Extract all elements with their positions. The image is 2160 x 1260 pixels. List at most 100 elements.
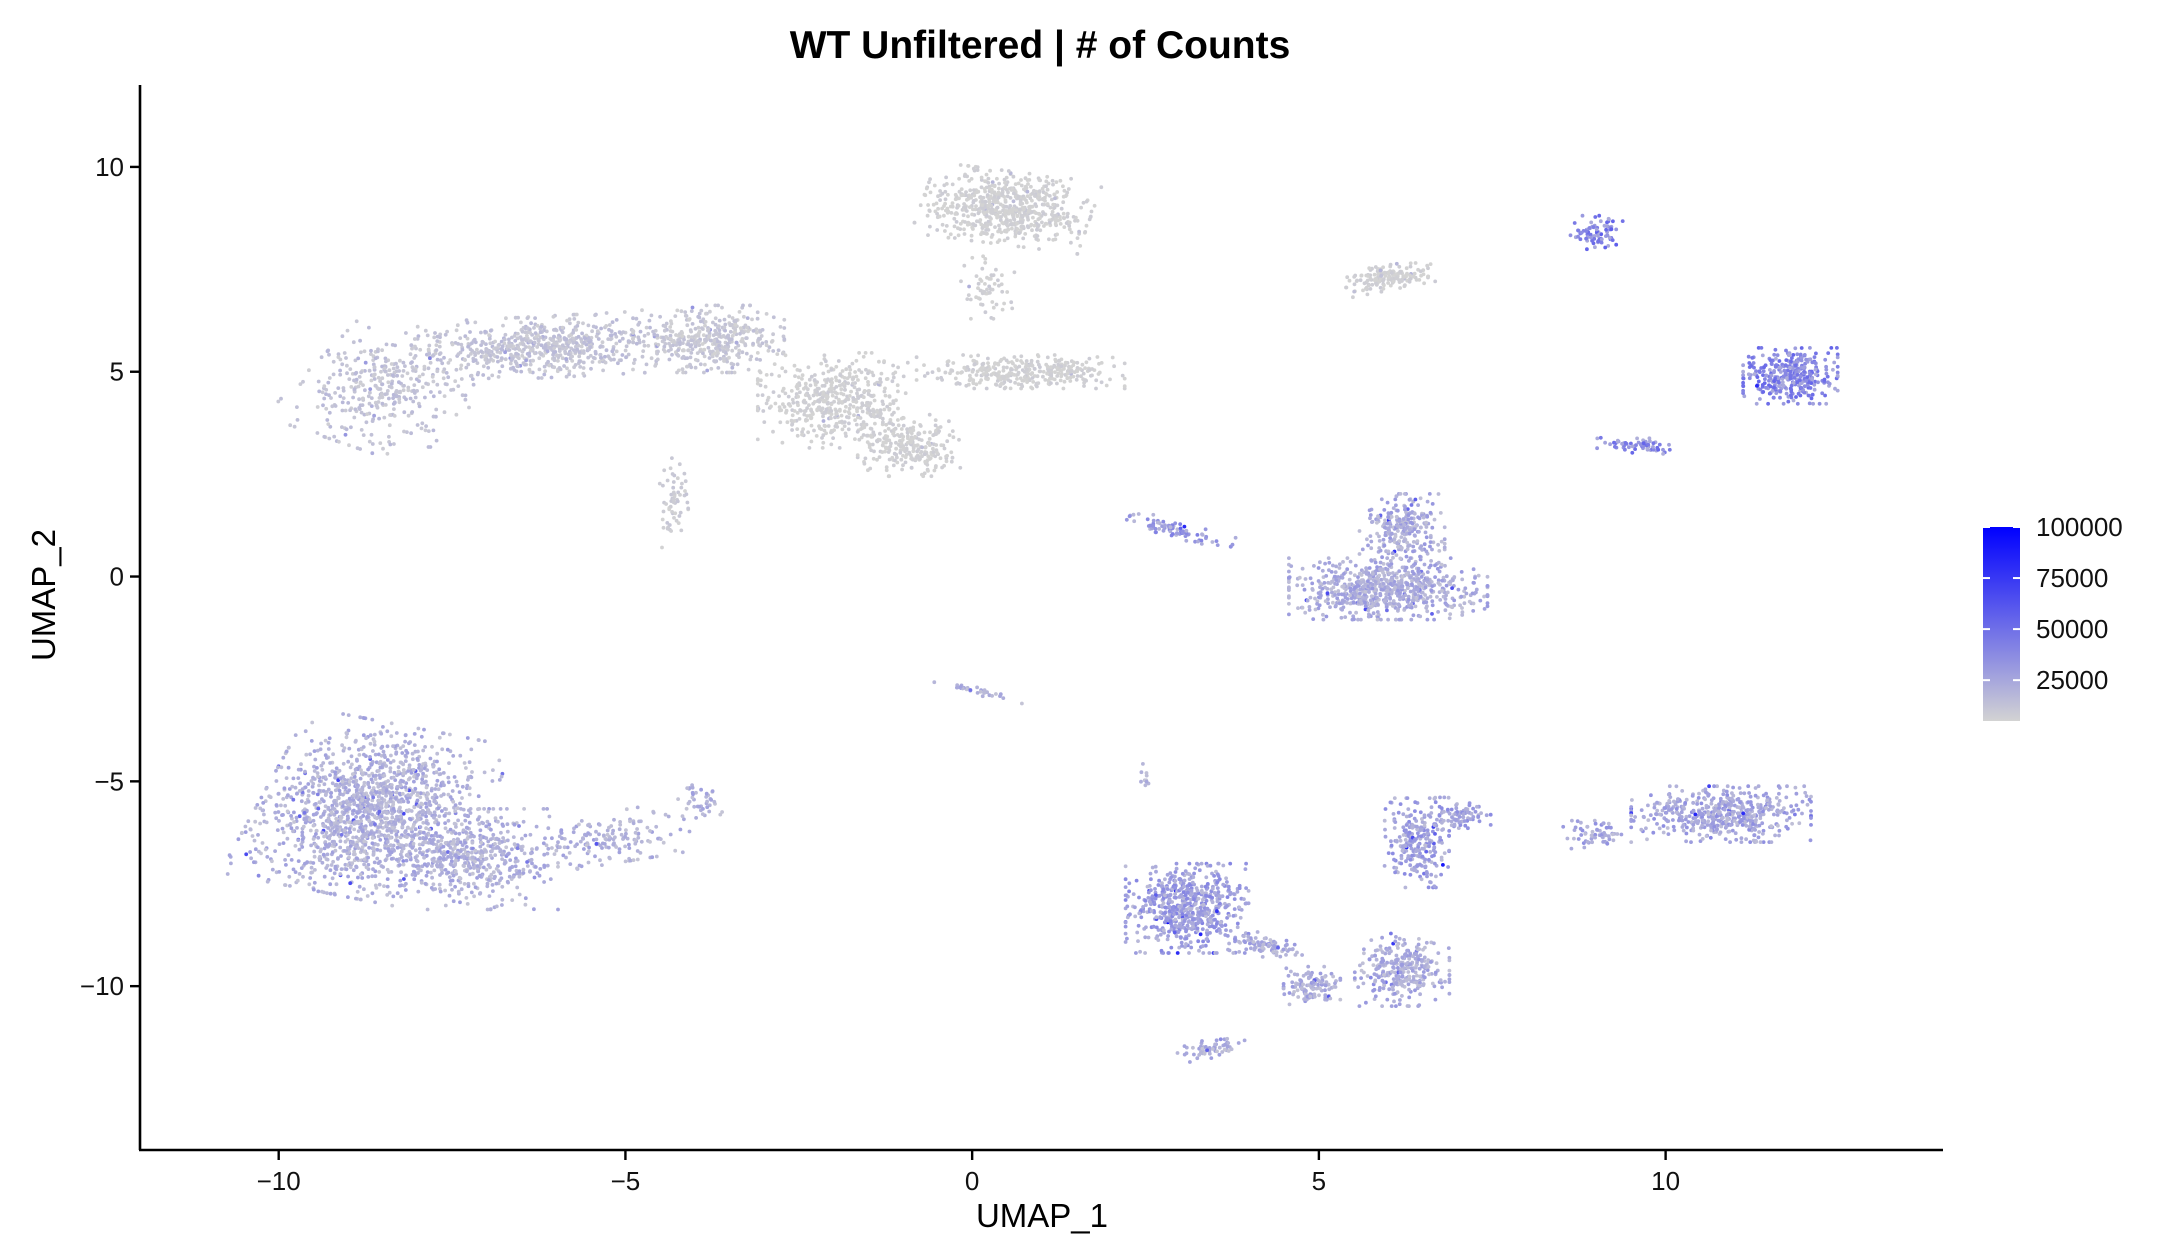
cell-point bbox=[536, 337, 540, 342]
cell-point bbox=[855, 391, 859, 396]
cell-point bbox=[871, 456, 876, 461]
cell-point bbox=[661, 840, 666, 845]
cell-point bbox=[321, 403, 325, 408]
cell-point bbox=[430, 795, 435, 800]
cell-point bbox=[274, 803, 279, 807]
cell-point bbox=[332, 434, 337, 439]
cell-point bbox=[366, 855, 370, 860]
cell-point bbox=[565, 318, 569, 323]
cell-point bbox=[362, 716, 367, 720]
cell-point bbox=[371, 867, 375, 872]
cell-point bbox=[683, 310, 688, 314]
cell-point bbox=[688, 355, 693, 360]
cell-point bbox=[344, 427, 349, 432]
cell-point bbox=[539, 343, 544, 348]
cell-point bbox=[806, 430, 810, 435]
cell-point bbox=[491, 889, 495, 893]
cell-point bbox=[610, 320, 615, 324]
cell-point bbox=[347, 377, 352, 381]
cell-point bbox=[778, 420, 783, 425]
cell-point bbox=[618, 822, 623, 827]
cell-point bbox=[1025, 380, 1029, 384]
cell-point bbox=[400, 374, 405, 378]
cell-point bbox=[440, 361, 445, 366]
cell-point bbox=[839, 419, 844, 424]
cell-point bbox=[431, 882, 436, 887]
cell-point bbox=[1084, 223, 1089, 228]
cell-point bbox=[336, 796, 341, 801]
cell-point bbox=[1043, 378, 1048, 382]
cell-point bbox=[609, 333, 614, 338]
cell-point bbox=[352, 827, 357, 832]
cell-point bbox=[390, 903, 395, 908]
cell-point bbox=[1055, 232, 1059, 237]
cell-point bbox=[601, 833, 606, 838]
cell-point bbox=[404, 331, 408, 335]
cell-point bbox=[513, 338, 518, 343]
cell-point bbox=[490, 883, 495, 887]
cell-point bbox=[419, 880, 424, 885]
cell-point bbox=[256, 873, 261, 878]
cell-point bbox=[884, 465, 889, 470]
cell-point bbox=[317, 779, 322, 783]
cell-point bbox=[451, 754, 456, 758]
cell-point bbox=[255, 803, 260, 807]
cell-point bbox=[295, 878, 300, 883]
cell-point bbox=[617, 339, 622, 343]
cell-point bbox=[334, 810, 339, 815]
cell-point bbox=[338, 801, 343, 806]
cell-point bbox=[926, 203, 930, 207]
cell-point bbox=[1006, 378, 1011, 382]
cell-point bbox=[256, 833, 260, 837]
cell-point bbox=[895, 383, 900, 388]
cell-point bbox=[607, 323, 612, 327]
cell-point bbox=[581, 836, 585, 841]
cell-point bbox=[404, 881, 408, 886]
cell-point bbox=[1022, 375, 1027, 380]
cell-point bbox=[464, 845, 469, 849]
cell-point bbox=[510, 898, 515, 902]
cell-point bbox=[754, 330, 759, 335]
cell-point bbox=[346, 874, 350, 879]
cell-point bbox=[705, 368, 710, 373]
cell-point bbox=[342, 820, 347, 824]
cell-point bbox=[1055, 381, 1059, 386]
cell-point bbox=[315, 766, 319, 770]
cell-point bbox=[442, 814, 447, 818]
cell-point bbox=[388, 413, 392, 417]
cell-point bbox=[887, 394, 892, 399]
cell-point bbox=[257, 849, 261, 854]
cell-point bbox=[435, 778, 440, 783]
cell-point bbox=[447, 893, 452, 898]
cell-point bbox=[771, 429, 775, 434]
cell-point bbox=[997, 186, 1001, 191]
cell-point bbox=[587, 845, 591, 850]
cell-point bbox=[623, 834, 627, 839]
cell-point bbox=[838, 373, 843, 377]
cell-point bbox=[1005, 365, 1009, 370]
cell-point bbox=[901, 423, 906, 428]
cell-point bbox=[355, 446, 360, 451]
cell-point bbox=[455, 783, 460, 788]
cell-point bbox=[369, 396, 374, 400]
cell-point bbox=[483, 857, 488, 861]
cell-point bbox=[685, 364, 689, 369]
cell-point bbox=[290, 784, 295, 789]
cell-point bbox=[365, 815, 369, 820]
cell-point bbox=[597, 823, 602, 827]
cell-point bbox=[552, 365, 557, 370]
cell-point bbox=[355, 819, 359, 824]
cell-point bbox=[1058, 378, 1063, 383]
cell-point bbox=[315, 792, 320, 797]
cell-point bbox=[552, 358, 557, 363]
cell-point bbox=[344, 808, 349, 813]
cell-point bbox=[552, 328, 556, 332]
cell-point bbox=[295, 791, 299, 796]
cell-point bbox=[927, 443, 932, 447]
cell-point bbox=[369, 404, 374, 408]
cell-point bbox=[322, 384, 327, 389]
cell-point bbox=[355, 803, 360, 808]
cell-point bbox=[496, 375, 501, 379]
cell-point bbox=[313, 757, 318, 762]
cell-point bbox=[433, 787, 438, 791]
